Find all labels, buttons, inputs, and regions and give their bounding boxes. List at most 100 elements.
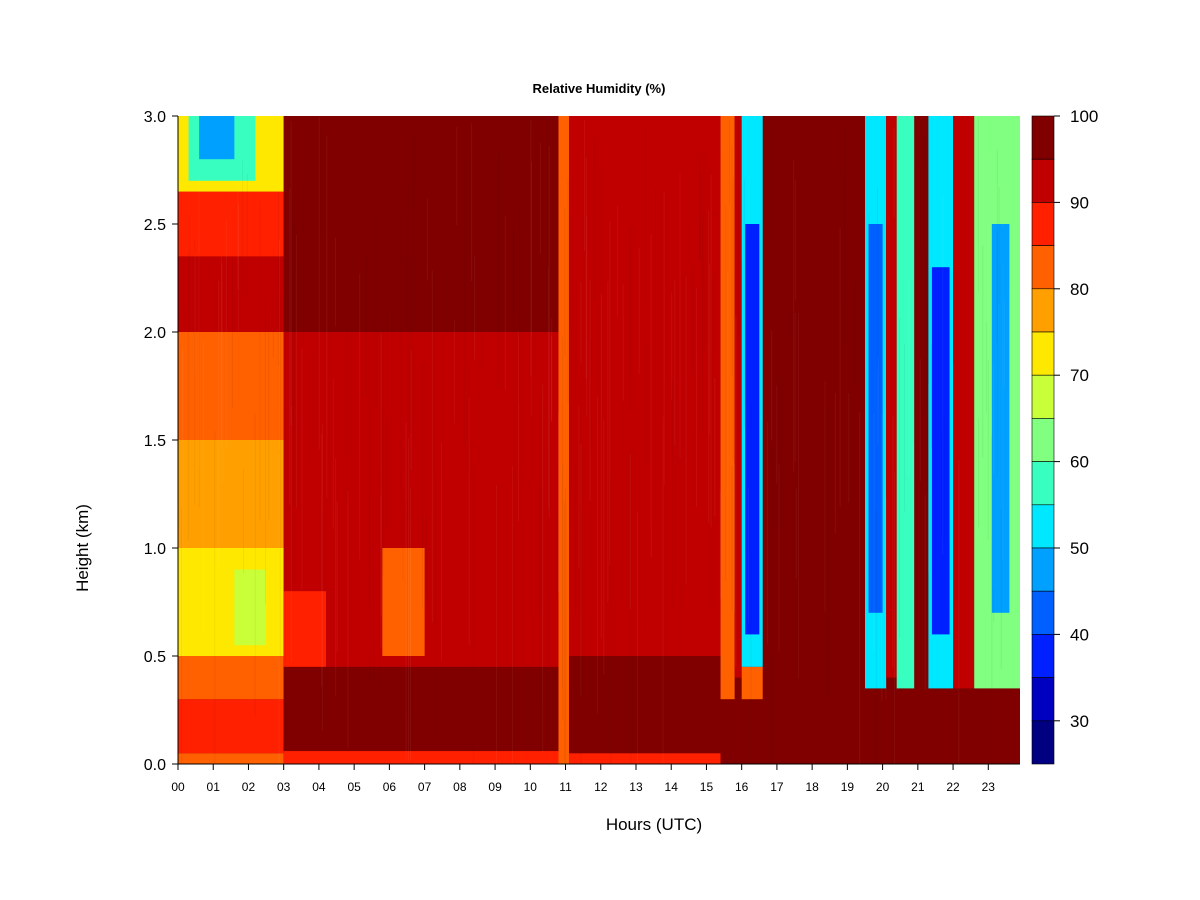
texture-streak [859, 411, 861, 764]
texture-streak [731, 465, 733, 611]
y-tick-label: 1.0 [144, 541, 166, 558]
texture-streak [1002, 118, 1004, 227]
x-tick-label: 20 [876, 780, 890, 794]
colorbar-swatch [1031, 677, 1055, 722]
x-tick-label: 09 [488, 780, 502, 794]
texture-streak [585, 157, 587, 378]
texture-streak [794, 312, 796, 462]
texture-streak [181, 507, 183, 764]
texture-streak [597, 397, 599, 714]
texture-streak [725, 205, 727, 581]
texture-streak [402, 498, 404, 581]
texture-streak [793, 159, 795, 472]
texture-streak [863, 361, 865, 604]
plot-area [178, 116, 1020, 764]
texture-streak [321, 424, 323, 731]
texture-streak [776, 385, 778, 484]
texture-streak [321, 510, 323, 724]
texture-streak [941, 436, 943, 537]
texture-streak [318, 117, 320, 450]
texture-streak [702, 217, 704, 432]
texture-streak [542, 384, 544, 753]
texture-streak [703, 150, 705, 352]
texture-streak [567, 178, 569, 404]
texture-streak [781, 371, 783, 533]
texture-streak [290, 121, 292, 426]
texture-streak [254, 413, 256, 716]
texture-streak [798, 312, 800, 680]
texture-streak [564, 207, 566, 356]
colorbar-label: 80 [1070, 280, 1089, 299]
texture-streak [853, 280, 855, 387]
x-tick-label: 14 [665, 780, 679, 794]
texture-streak [750, 404, 752, 760]
colorbar-swatch [1031, 158, 1055, 203]
y-axis-label: Height (km) [73, 504, 92, 592]
texture-streak [622, 493, 624, 601]
y-tick-label: 0.0 [144, 757, 166, 774]
texture-streak [731, 146, 733, 377]
colorbar-swatch [1031, 288, 1055, 333]
texture-streak [998, 187, 1000, 305]
texture-streak [919, 167, 921, 281]
texture-streak [778, 464, 780, 652]
texture-streak [391, 305, 393, 414]
texture-streak [993, 363, 995, 588]
texture-streak [405, 422, 407, 761]
texture-streak [290, 405, 292, 663]
texture-streak [225, 218, 227, 448]
texture-streak [1002, 262, 1004, 560]
colorbar-swatch [1031, 590, 1055, 635]
texture-streak [237, 180, 239, 290]
colorbar-swatch [1031, 331, 1055, 376]
texture-streak [996, 230, 998, 343]
texture-streak [904, 343, 906, 512]
texture-streak [977, 237, 979, 583]
texture-streak [308, 355, 310, 467]
texture-streak [699, 173, 701, 261]
heatmap-cell [734, 116, 742, 678]
texture-streak [289, 188, 291, 505]
heatmap-cell [178, 656, 284, 700]
texture-streak [320, 130, 322, 236]
texture-streak [346, 327, 348, 502]
texture-streak [894, 471, 896, 764]
texture-streak [511, 465, 513, 764]
texture-streak [551, 335, 553, 421]
texture-streak [474, 256, 476, 360]
texture-streak [583, 119, 585, 251]
texture-streak [285, 407, 287, 743]
texture-streak [1004, 300, 1006, 387]
texture-streak [943, 417, 945, 541]
texture-streak [547, 451, 549, 667]
texture-streak [942, 194, 944, 556]
texture-streak [278, 454, 280, 764]
texture-streak [334, 237, 336, 327]
colorbar-label: 90 [1070, 193, 1089, 212]
colorbar-label: 50 [1070, 539, 1089, 558]
texture-streak [589, 279, 591, 501]
x-tick-label: 10 [524, 780, 538, 794]
texture-streak [221, 263, 223, 484]
texture-streak [435, 479, 437, 739]
colorbar-swatch [1031, 634, 1055, 678]
texture-streak [671, 292, 673, 400]
texture-streak [662, 416, 664, 764]
texture-streak [472, 468, 474, 764]
texture-streak [771, 447, 773, 764]
texture-streak [599, 169, 601, 518]
texture-streak [303, 182, 305, 346]
x-tick-label: 02 [242, 780, 256, 794]
texture-streak [194, 251, 196, 376]
texture-streak [413, 134, 415, 445]
texture-streak [893, 128, 895, 218]
texture-streak [824, 381, 826, 612]
x-tick-label: 11 [559, 780, 572, 794]
texture-streak [828, 410, 830, 698]
texture-streak [272, 247, 274, 358]
texture-streak [574, 330, 576, 614]
heatmap-cell [178, 256, 284, 332]
texture-streak [279, 293, 281, 661]
texture-streak [978, 418, 980, 528]
texture-streak [464, 157, 466, 445]
